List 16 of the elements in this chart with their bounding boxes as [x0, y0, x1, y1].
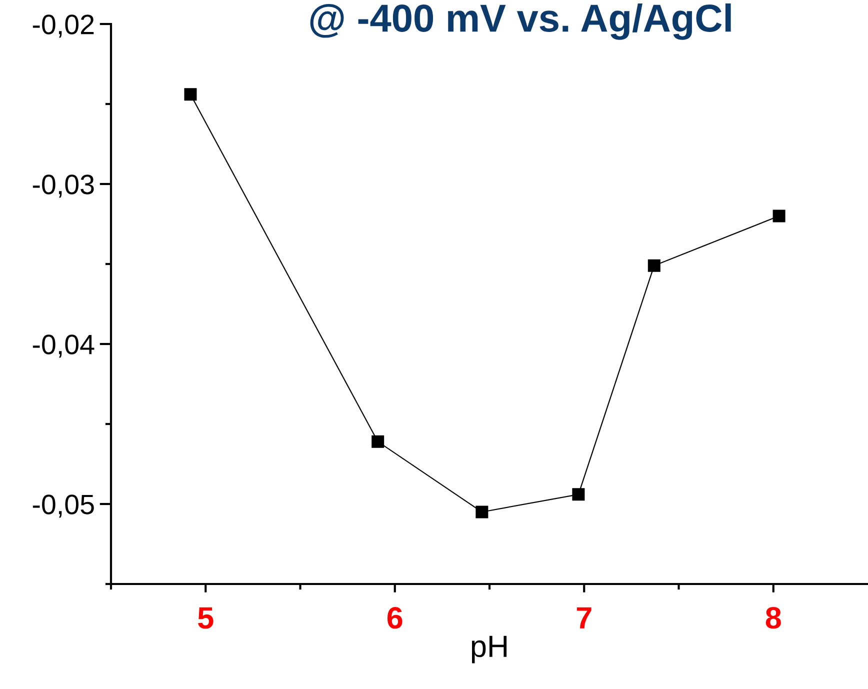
point — [772, 210, 786, 222]
x-tick-label: 7 — [576, 607, 592, 628]
y-tick-label: -0,04 — [32, 334, 94, 358]
y-tick-label: -0,02 — [32, 14, 94, 38]
x-tick-label: 8 — [766, 607, 781, 629]
x-tick-label: 5 — [198, 607, 214, 629]
y-tick-label: -0,05 — [32, 494, 94, 518]
chart-title: @ -400 mV vs. Ag/AgCl — [310, 3, 731, 40]
x-axis-title: pH — [472, 636, 507, 664]
x-tick-label: 6 — [387, 607, 402, 629]
point — [648, 259, 660, 272]
point — [372, 435, 384, 448]
point — [572, 488, 585, 501]
point — [184, 88, 197, 101]
point — [476, 506, 488, 518]
y-tick-label: -0,03 — [32, 174, 94, 198]
